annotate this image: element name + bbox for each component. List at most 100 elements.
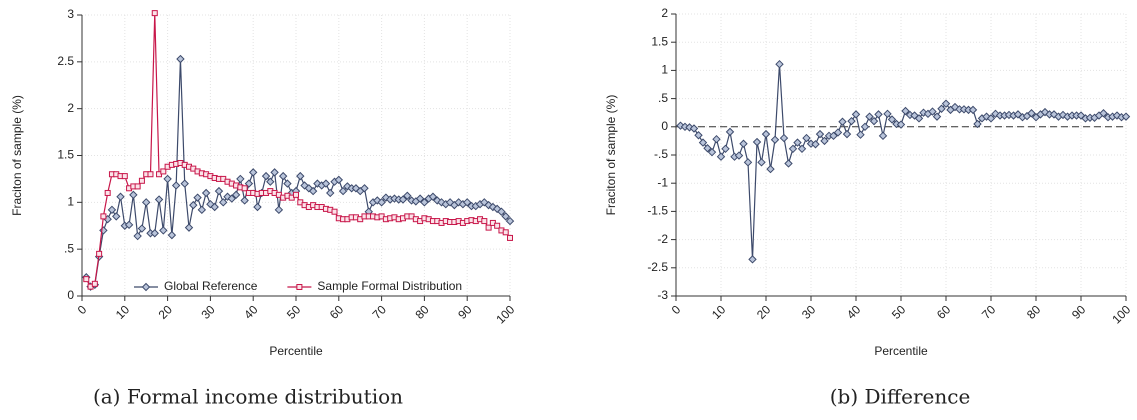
marker xyxy=(112,212,121,221)
marker xyxy=(811,140,820,149)
y-tick-label: 1 xyxy=(67,195,74,209)
x-tick-label: 10 xyxy=(709,302,729,322)
marker xyxy=(163,174,172,184)
marker xyxy=(698,138,708,147)
marker xyxy=(779,133,789,143)
y-tick-label: 1 xyxy=(661,63,668,77)
marker xyxy=(270,168,279,177)
x-tick-label: 0 xyxy=(669,302,684,317)
y-tick-label: 2 xyxy=(661,6,668,20)
marker xyxy=(248,168,258,177)
marker xyxy=(331,208,338,215)
marker xyxy=(734,151,744,160)
marker xyxy=(167,230,177,240)
caption: (b) Difference xyxy=(830,385,971,409)
marker xyxy=(403,191,412,200)
marker xyxy=(150,229,159,238)
marker xyxy=(296,171,305,181)
marker xyxy=(497,207,506,216)
marker xyxy=(236,174,245,184)
marker xyxy=(757,158,766,167)
marker xyxy=(189,200,198,210)
marker xyxy=(725,127,735,137)
x-tick-label: 30 xyxy=(799,302,819,322)
y-tick-label: -2.5 xyxy=(647,260,668,274)
marker xyxy=(147,171,154,178)
marker xyxy=(180,179,189,188)
marker xyxy=(937,104,946,113)
marker xyxy=(308,186,318,196)
marker xyxy=(91,280,98,287)
x-tick-label: 60 xyxy=(934,302,954,322)
marker xyxy=(83,276,90,283)
marker xyxy=(507,234,513,241)
marker xyxy=(141,198,151,207)
marker xyxy=(274,205,284,215)
marker xyxy=(865,112,874,121)
marker xyxy=(227,194,237,203)
marker xyxy=(278,171,288,181)
x-tick-label: 60 xyxy=(327,302,347,322)
marker xyxy=(240,196,249,205)
marker xyxy=(171,181,181,190)
marker xyxy=(793,138,802,147)
marker xyxy=(784,159,793,168)
x-tick-label: 30 xyxy=(198,302,218,322)
x-tick-label: 0 xyxy=(75,302,90,317)
marker xyxy=(833,128,843,137)
marker xyxy=(321,179,331,188)
marker xyxy=(838,117,847,126)
marker xyxy=(197,205,207,215)
x-tick-label: 10 xyxy=(113,302,133,322)
marker xyxy=(815,129,825,139)
marker xyxy=(326,188,335,198)
y-tick-label: .5 xyxy=(658,91,668,105)
marker xyxy=(261,171,271,181)
marker xyxy=(96,250,103,257)
x-tick-label: 40 xyxy=(844,302,864,322)
x-tick-label: 20 xyxy=(754,302,774,322)
marker xyxy=(415,194,425,203)
marker xyxy=(752,137,762,147)
marker xyxy=(283,179,292,188)
marker xyxy=(941,99,951,108)
marker xyxy=(869,116,879,126)
marker xyxy=(847,116,856,126)
y-tick-label: 3 xyxy=(67,7,74,21)
x-tick-label: 80 xyxy=(1024,302,1044,322)
marker xyxy=(231,190,241,200)
marker xyxy=(104,189,111,196)
marker xyxy=(137,224,147,233)
marker xyxy=(428,192,438,201)
marker xyxy=(241,185,248,192)
marker xyxy=(775,59,784,69)
marker xyxy=(973,119,982,129)
y-tick-label: 2.5 xyxy=(57,54,74,68)
marker xyxy=(748,255,757,264)
marker xyxy=(986,114,996,123)
marker xyxy=(1027,109,1036,118)
marker xyxy=(481,218,488,225)
x-tick-label: 90 xyxy=(455,302,475,322)
marker xyxy=(124,220,134,230)
marker xyxy=(1121,112,1131,121)
marker xyxy=(716,152,726,161)
marker xyxy=(485,224,492,231)
legend-label: Sample Formal Distribution xyxy=(317,279,462,293)
marker xyxy=(100,213,107,220)
marker xyxy=(462,198,472,207)
x-tick-label: 90 xyxy=(1069,302,1089,322)
marker xyxy=(896,120,906,129)
marker xyxy=(878,131,888,141)
marker xyxy=(138,177,145,184)
marker xyxy=(743,158,753,167)
x-axis-label: Percentile xyxy=(269,344,323,358)
marker xyxy=(766,164,775,174)
marker xyxy=(914,114,924,123)
marker xyxy=(360,184,369,193)
marker xyxy=(129,190,138,200)
y-tick-label: -3 xyxy=(657,288,668,302)
x-tick-label: 100 xyxy=(493,302,517,326)
x-tick-label: 70 xyxy=(370,302,390,322)
